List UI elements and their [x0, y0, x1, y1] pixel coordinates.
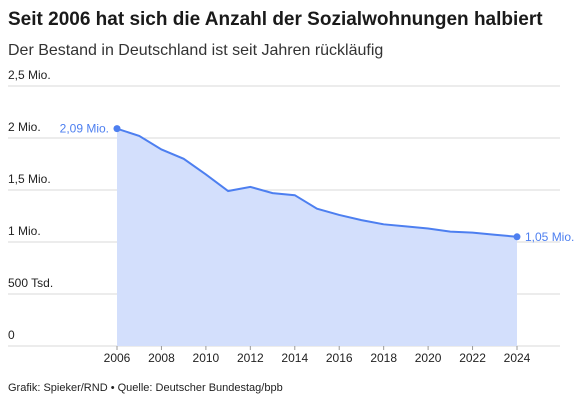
x-tick-label: 2012	[237, 351, 264, 365]
x-tick-label: 2008	[148, 351, 175, 365]
y-tick-label: 1 Mio.	[8, 224, 41, 238]
y-tick-label: 0	[8, 328, 15, 342]
value-label: 2,09 Mio.	[60, 122, 109, 136]
area	[117, 128, 517, 346]
y-tick-label: 500 Tsd.	[8, 276, 53, 290]
point	[513, 233, 521, 241]
x-tick-label: 2018	[370, 351, 397, 365]
x-tick-label: 2016	[326, 351, 353, 365]
source: Grafik: Spieker/RND • Quelle: Deutscher …	[8, 382, 283, 394]
y-tick-label: 2 Mio.	[8, 120, 41, 134]
point	[113, 125, 121, 133]
y-tick-label: 2,5 Mio.	[8, 68, 51, 82]
line	[116, 127, 518, 238]
y-tick-label: 1,5 Mio.	[8, 172, 51, 186]
x-tick-label: 2020	[415, 351, 442, 365]
x-tick-label: 2014	[281, 351, 308, 365]
value-label: 1,05 Mio.	[525, 230, 574, 244]
chart-subtitle: Der Bestand in Deutschland ist seit Jahr…	[8, 42, 383, 59]
x-tick-label: 2010	[193, 351, 220, 365]
x-tick-label: 2022	[459, 351, 486, 365]
chart-title: Seit 2006 hat sich die Anzahl der Sozial…	[8, 9, 543, 30]
x-tick-label: 2024	[504, 351, 531, 365]
x-tick-label: 2006	[104, 351, 131, 365]
